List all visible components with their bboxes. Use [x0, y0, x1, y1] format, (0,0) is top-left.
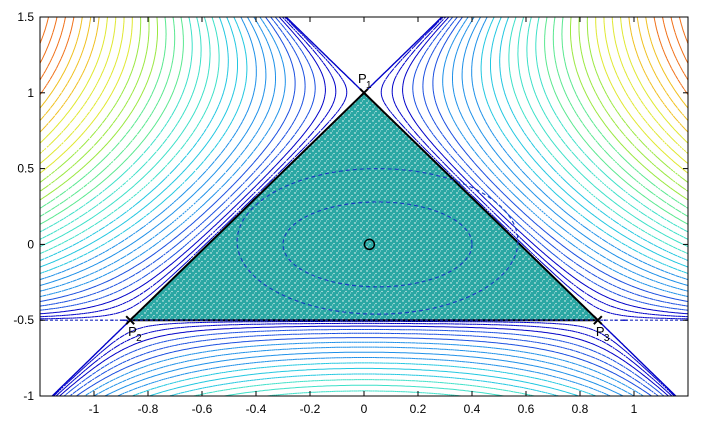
point-marker-p1 [359, 88, 369, 98]
x-tick-label: 0 [361, 402, 368, 416]
y-tick-label: 0 [27, 237, 34, 251]
contour-level [40, 17, 688, 396]
origin-marker [363, 238, 376, 251]
y-tick-label: 0.5 [17, 162, 34, 176]
contour-level [40, 17, 688, 144]
y-tick-label: -0.5 [13, 313, 34, 327]
x-tick-label: 0.6 [518, 402, 535, 416]
point-label-p3: P [596, 324, 605, 339]
x-tick-label: 0.8 [572, 402, 589, 416]
y-tick-label: 1.5 [17, 10, 34, 24]
contour-level [40, 17, 688, 225]
x-tick-label: -0.6 [192, 402, 213, 416]
chaotic-sea-triangle [127, 91, 601, 322]
contour-level [40, 17, 688, 133]
contour-level [40, 17, 688, 201]
contour-level [40, 17, 688, 95]
equilibrium-points: P 1P 2 P 3 [125, 71, 610, 344]
inner-orbit [282, 201, 473, 288]
contour-level [40, 17, 688, 44]
x-tick-label: -0.2 [300, 402, 321, 416]
point-subscript-p1: 1 [366, 80, 372, 91]
separatrix-region [40, 91, 688, 322]
point-marker-p2 [125, 315, 135, 325]
point-subscript-p2: 2 [136, 333, 142, 344]
contour-level [40, 17, 688, 121]
y-axis: 1.5 1 0.5 0 -0.5 -1 [13, 10, 688, 403]
x-tick-label: 0.4 [464, 402, 481, 416]
x-tick-label: -0.4 [246, 402, 267, 416]
x-tick-label: 1 [631, 402, 638, 416]
point-marker-p3 [593, 315, 603, 325]
x-axis: -1 -0.8 -0.6 -0.4 -0.2 0 0.2 0.4 0.6 0.8 1 [89, 17, 638, 416]
contour-level [40, 17, 688, 209]
contour-level [40, 17, 688, 396]
contour-level [40, 17, 688, 396]
x-tick-label: -1 [89, 402, 100, 416]
contour-level [40, 17, 688, 233]
y-tick-label: -1 [23, 389, 34, 403]
inner-orbit [236, 168, 519, 315]
point-label-p2: P [128, 324, 137, 339]
x-tick-label: -0.8 [138, 402, 159, 416]
inner-orbits [236, 168, 519, 315]
contour-level [40, 17, 688, 192]
contour-level [40, 17, 688, 396]
point-label-p1: P [358, 71, 367, 86]
y-tick-label: 1 [27, 86, 34, 100]
point-subscript-p3: 3 [604, 333, 610, 344]
contour-level [40, 17, 688, 396]
x-tick-label: 0.2 [410, 402, 427, 416]
